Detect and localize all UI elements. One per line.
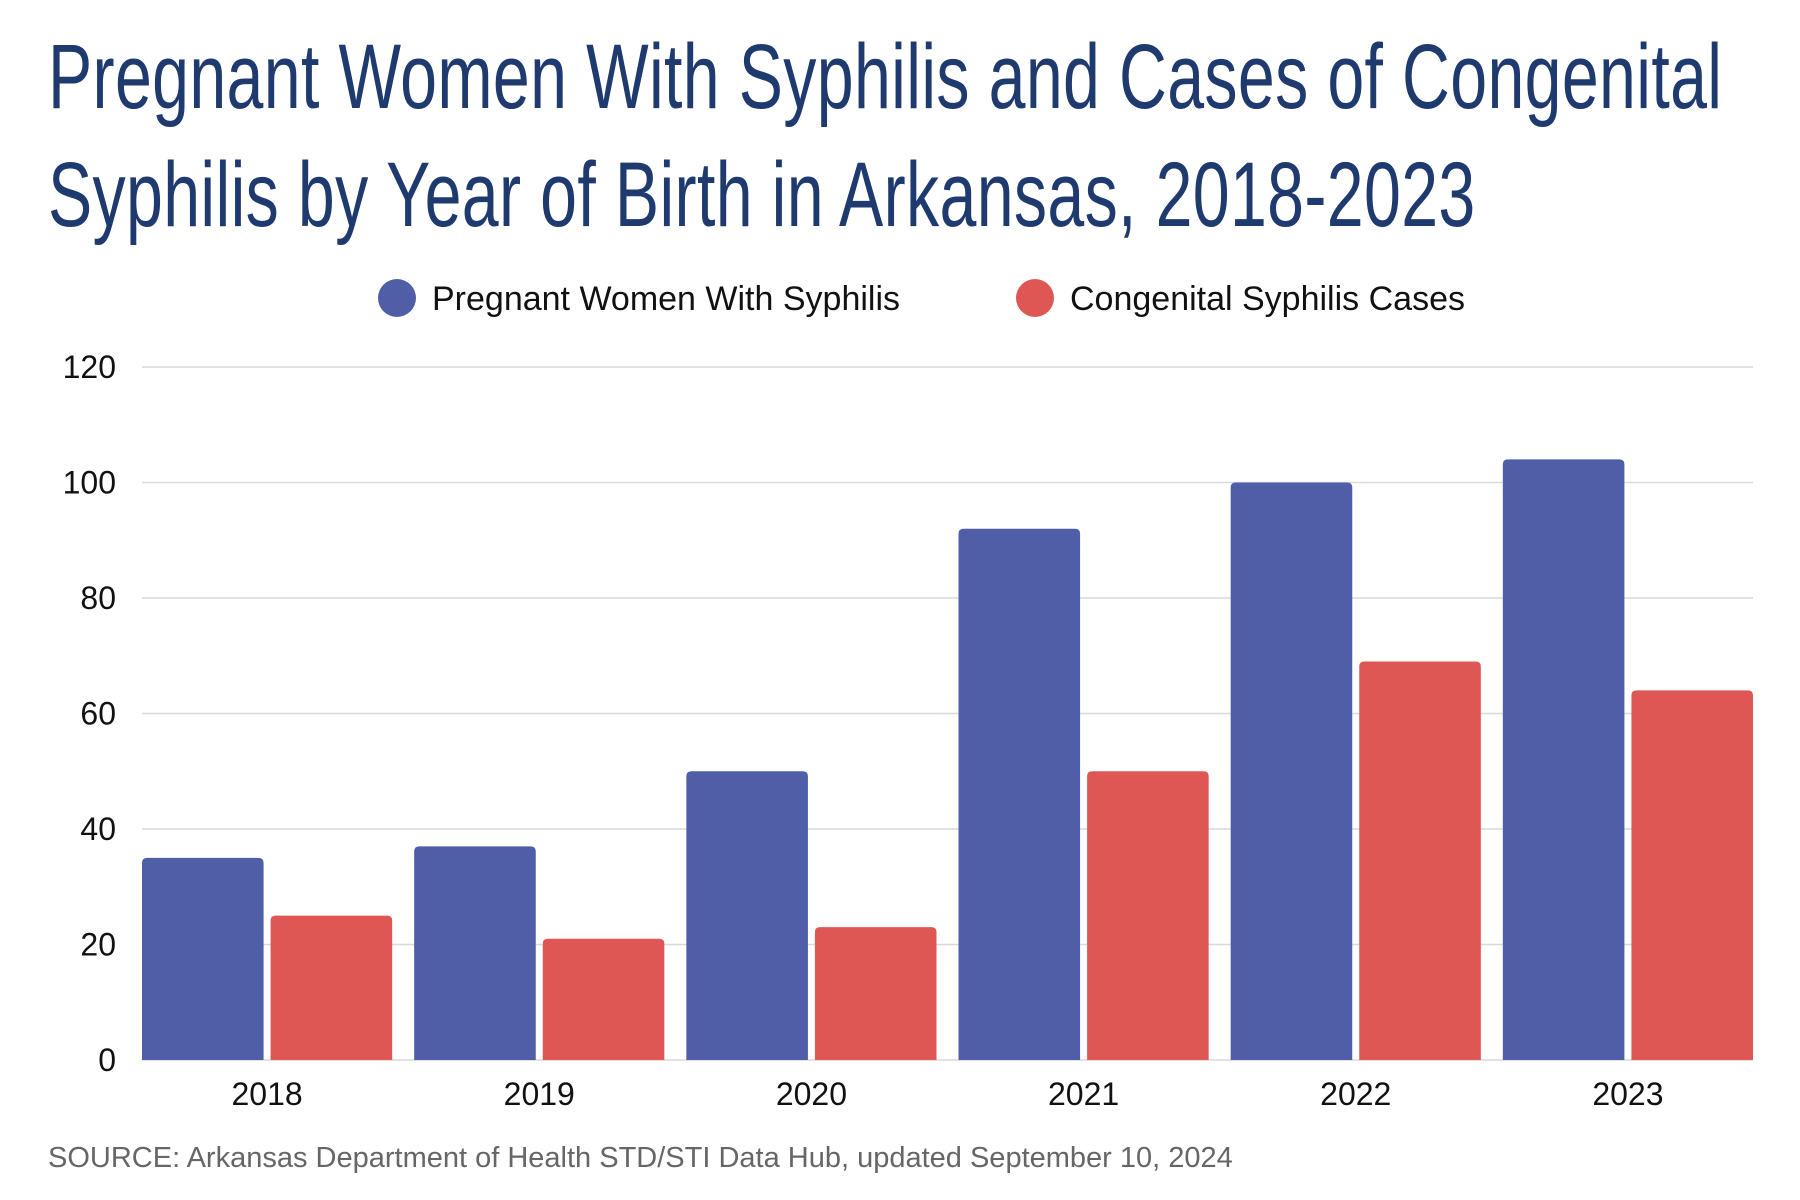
bar-pregnant-women-2021 bbox=[958, 528, 1081, 1060]
bar-congenital-cases-2019 bbox=[542, 938, 665, 1060]
bar-congenital-cases-2023 bbox=[1631, 690, 1753, 1060]
x-tick-label: 2018 bbox=[231, 1076, 302, 1112]
y-tick-label: 80 bbox=[80, 580, 116, 616]
bar-congenital-cases-2021 bbox=[1087, 771, 1209, 1060]
chart-title-line-2: Syphilis by Year of Birth in Arkansas, 2… bbox=[48, 144, 1476, 246]
y-tick-label: 120 bbox=[63, 349, 116, 385]
legend-swatch-congenital-cases bbox=[1016, 279, 1054, 317]
x-tick-label: 2022 bbox=[1320, 1076, 1391, 1112]
y-tick-label: 20 bbox=[80, 927, 116, 963]
source-note: SOURCE: Arkansas Department of Health ST… bbox=[48, 1142, 1233, 1174]
bar-congenital-cases-2018 bbox=[270, 915, 393, 1060]
legend-label-congenital-cases: Congenital Syphilis Cases bbox=[1070, 280, 1465, 318]
x-tick-label: 2023 bbox=[1592, 1076, 1663, 1112]
x-tick-label: 2020 bbox=[776, 1076, 847, 1112]
bar-congenital-cases-2022 bbox=[1359, 661, 1481, 1060]
y-tick-label: 0 bbox=[98, 1042, 116, 1078]
y-tick-label: 60 bbox=[80, 696, 116, 732]
bar-pregnant-women-2018 bbox=[142, 857, 264, 1060]
chart-title-line-1: Pregnant Women With Syphilis and Cases o… bbox=[48, 26, 1723, 128]
y-tick-label: 40 bbox=[80, 811, 116, 847]
legend-swatch-pregnant-women bbox=[378, 279, 416, 317]
x-tick-label: 2021 bbox=[1048, 1076, 1119, 1112]
x-tick-label: 2019 bbox=[504, 1076, 575, 1112]
bar-pregnant-women-2022 bbox=[1230, 482, 1353, 1060]
bar-pregnant-women-2023 bbox=[1502, 459, 1625, 1060]
legend-label-pregnant-women: Pregnant Women With Syphilis bbox=[432, 280, 900, 318]
y-tick-label: 100 bbox=[63, 465, 116, 501]
bar-pregnant-women-2019 bbox=[414, 846, 536, 1060]
legend: Pregnant Women With Syphilis Congenital … bbox=[378, 279, 1465, 318]
chart-title: Pregnant Women With Syphilis and Cases o… bbox=[48, 18, 1722, 254]
bar-congenital-cases-2020 bbox=[814, 927, 937, 1060]
bar-pregnant-women-2020 bbox=[686, 771, 808, 1060]
